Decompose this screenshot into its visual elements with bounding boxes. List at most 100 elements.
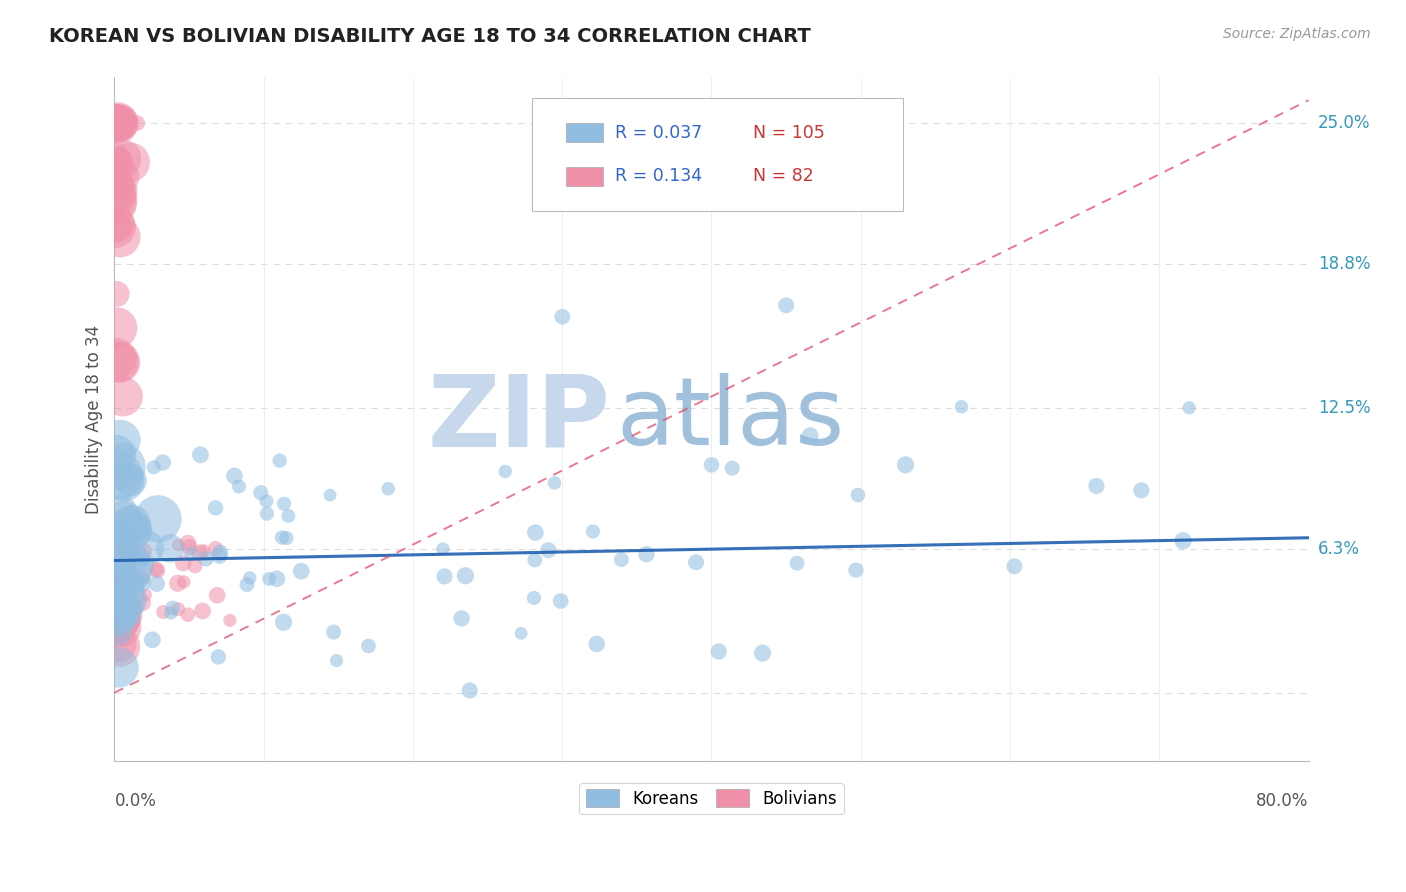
Point [269,453,291,467]
Point [104,552,127,566]
Point [204,500,226,515]
Point [111,631,134,645]
Point [786,556,808,570]
Point [180,547,202,561]
Point [110,169,132,184]
Point [124,523,146,537]
Point [208,545,231,559]
Point [184,559,207,574]
Point [108,640,131,654]
Point [193,544,215,558]
Point [115,580,138,594]
Point [115,624,138,639]
Point [110,185,132,199]
Point [131,576,153,591]
Legend: Koreans, Bolivians: Koreans, Bolivians [579,783,844,814]
Point [236,577,259,591]
Point [432,542,454,557]
Point [146,512,169,526]
Point [207,649,229,664]
Point [127,579,149,593]
Point [1171,533,1194,548]
Point [1130,483,1153,498]
Point [135,541,157,555]
Point [108,355,131,369]
Point [104,448,127,462]
Point [191,604,214,618]
Point [112,513,135,527]
Point [121,599,143,614]
Point [115,592,138,607]
Point [775,298,797,312]
Point [111,459,134,474]
Point [610,552,633,566]
Point [108,592,131,607]
Point [146,576,169,591]
Text: ZIP: ZIP [427,371,610,467]
Point [172,557,194,571]
Point [146,564,169,578]
Point [132,571,155,585]
Point [190,448,212,462]
Point [458,683,481,698]
Point [104,116,127,130]
Point [277,508,299,523]
Point [228,479,250,493]
Point [108,615,131,629]
Point [104,220,127,235]
Point [177,536,200,550]
Point [124,551,146,566]
Point [104,187,127,202]
Point [107,576,129,591]
Point [273,497,295,511]
Point [173,575,195,590]
Point [218,614,240,628]
Point [224,469,246,483]
Point [120,155,142,169]
Point [239,571,262,585]
Point [270,531,292,545]
Point [205,588,228,602]
Y-axis label: Disability Age 18 to 34: Disability Age 18 to 34 [86,325,103,514]
Point [104,116,127,130]
Point [188,546,211,560]
Point [120,474,142,488]
Point [104,615,127,630]
Text: N = 82: N = 82 [754,167,814,186]
Text: KOREAN VS BOLIVIAN DISABILITY AGE 18 TO 34 CORRELATION CHART: KOREAN VS BOLIVIAN DISABILITY AGE 18 TO … [49,27,811,45]
Point [1178,401,1201,415]
Point [254,494,277,508]
Point [523,591,546,605]
Point [105,608,128,623]
Text: N = 105: N = 105 [754,123,825,142]
Point [846,488,869,502]
Point [108,178,131,193]
Point [145,562,167,576]
Point [105,562,128,576]
Point [257,572,280,586]
Point [105,541,128,555]
Point [104,219,127,233]
Point [105,157,128,171]
Point [108,355,131,369]
Point [152,605,174,619]
Point [550,594,572,608]
Point [357,639,380,653]
Text: 6.3%: 6.3% [1317,541,1360,558]
Point [751,646,773,660]
Point [107,193,129,207]
Point [510,626,533,640]
Text: Source: ZipAtlas.com: Source: ZipAtlas.com [1223,27,1371,41]
Point [111,582,134,597]
Point [114,591,136,605]
Point [845,563,868,577]
Point [524,525,547,540]
Point [177,607,200,622]
Point [585,637,607,651]
Point [582,524,605,539]
Point [111,389,134,403]
Point [104,623,127,637]
Point [107,116,129,130]
Point [152,456,174,470]
Point [105,197,128,211]
